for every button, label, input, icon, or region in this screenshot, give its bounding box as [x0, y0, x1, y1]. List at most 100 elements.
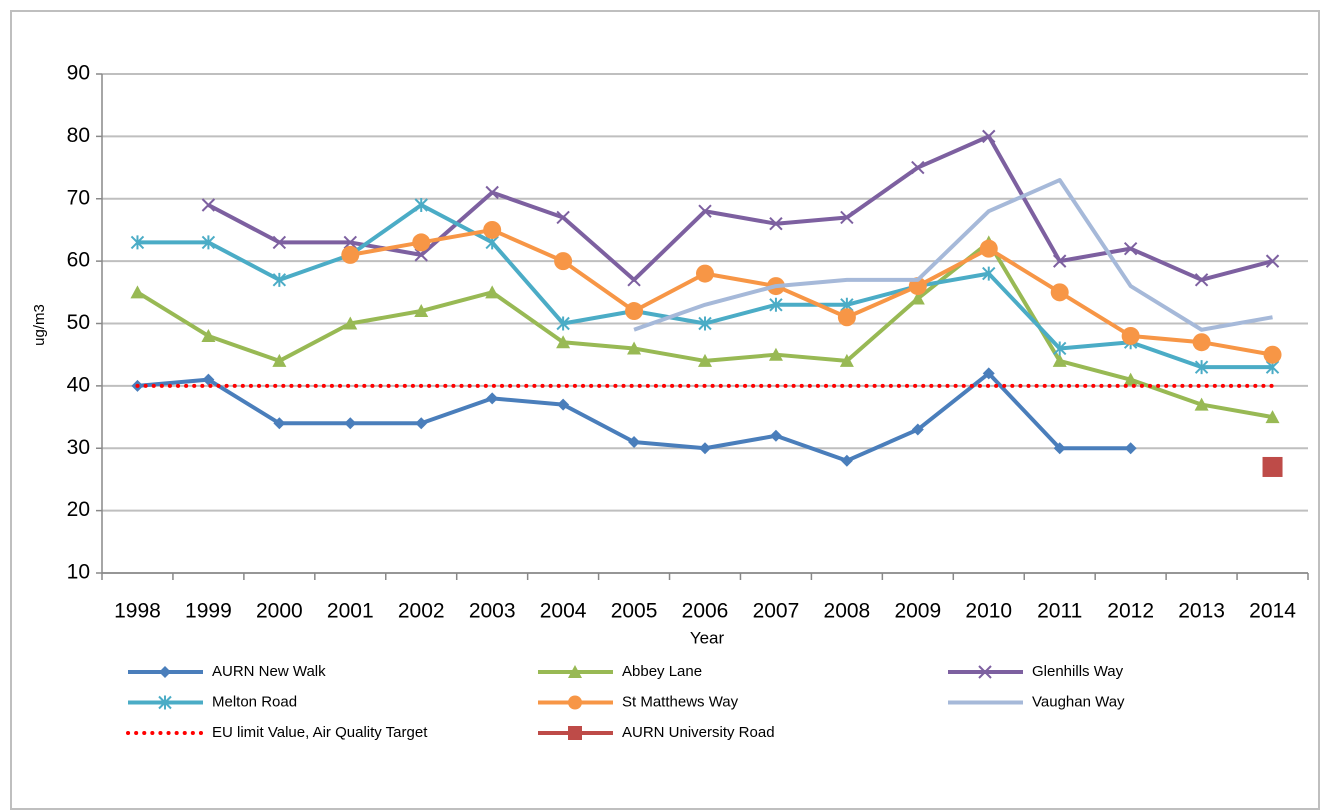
y-tick-label: 30	[67, 436, 90, 459]
x-axis-label: Year	[690, 628, 725, 647]
marker	[768, 347, 783, 361]
marker	[1194, 273, 1209, 287]
marker	[1053, 341, 1067, 356]
x-tick-label: 2010	[965, 600, 1012, 623]
marker	[130, 235, 145, 250]
marker	[1263, 345, 1282, 364]
legend-marker	[978, 665, 992, 679]
marker	[273, 417, 286, 430]
legend-marker	[158, 695, 172, 710]
marker	[201, 235, 216, 250]
legend-label: Glenhills Way	[1032, 663, 1124, 680]
marker	[979, 239, 998, 258]
marker	[272, 235, 287, 250]
x-tick-label: 2006	[682, 600, 729, 623]
marker	[1265, 254, 1280, 268]
y-tick-label: 20	[67, 498, 90, 521]
marker	[272, 272, 287, 287]
marker	[982, 266, 996, 281]
marker	[840, 454, 853, 467]
marker	[769, 429, 782, 442]
x-tick-label: 2008	[824, 600, 871, 623]
series-line	[349, 227, 1273, 357]
legend-label: AURN New Walk	[212, 663, 326, 680]
y-tick-label: 80	[67, 124, 90, 147]
x-tick-label: 2012	[1107, 600, 1154, 623]
marker	[1262, 456, 1283, 477]
marker	[556, 316, 570, 331]
x-tick-label: 2001	[327, 600, 374, 623]
marker	[202, 373, 215, 386]
marker	[1052, 353, 1067, 367]
legend-label: St Matthews Way	[622, 693, 739, 710]
x-tick-label: 2011	[1037, 600, 1082, 623]
x-tick-label: 2003	[469, 600, 516, 623]
y-tick-label: 10	[67, 561, 90, 584]
legend-label: Abbey Lane	[622, 663, 702, 680]
y-tick-label: 90	[67, 62, 90, 85]
y-tick-label: 60	[67, 249, 90, 272]
x-tick-label: 2014	[1249, 600, 1296, 623]
marker	[130, 285, 145, 299]
x-tick-label: 2009	[894, 600, 941, 623]
marker	[341, 245, 360, 264]
marker	[982, 367, 995, 380]
marker	[627, 341, 642, 355]
marker	[625, 302, 644, 321]
marker	[696, 264, 714, 283]
legend-marker	[568, 695, 582, 710]
legend-label: AURN University Road	[622, 724, 775, 741]
marker	[698, 353, 712, 367]
x-tick-label: 2013	[1178, 600, 1225, 623]
marker	[343, 235, 358, 250]
marker	[839, 353, 854, 367]
x-tick-label: 2004	[540, 600, 587, 623]
marker	[1123, 241, 1138, 256]
marker	[698, 204, 712, 218]
marker	[1121, 326, 1140, 345]
marker	[698, 316, 712, 331]
marker	[272, 353, 287, 367]
marker	[837, 308, 856, 327]
marker	[1194, 397, 1209, 411]
marker	[485, 285, 500, 299]
marker	[201, 198, 216, 212]
chart-frame	[10, 10, 1320, 810]
marker	[911, 423, 924, 436]
y-tick-label: 70	[67, 186, 90, 209]
marker	[628, 436, 641, 449]
marker	[557, 398, 570, 411]
legend-marker	[568, 726, 582, 740]
marker	[1050, 283, 1069, 302]
marker	[344, 417, 357, 430]
marker	[1053, 442, 1066, 455]
marker	[483, 220, 502, 239]
y-tick-label: 50	[67, 311, 90, 334]
marker	[1053, 254, 1067, 268]
legend-marker	[159, 666, 171, 678]
marker	[1192, 333, 1211, 352]
marker	[414, 248, 428, 262]
x-tick-label: 1998	[114, 600, 161, 623]
marker	[1124, 442, 1137, 455]
x-tick-label: 2005	[611, 600, 658, 623]
marker	[769, 216, 783, 231]
x-tick-label: 2007	[753, 600, 800, 623]
legend-label: Melton Road	[212, 693, 297, 710]
marker	[485, 185, 499, 200]
legend-label: EU limit Value, Air Quality Target	[212, 724, 428, 741]
y-axis-label: ug/m3	[31, 304, 48, 346]
x-tick-label: 2002	[398, 600, 445, 623]
legend-label: Vaughan Way	[1032, 693, 1125, 710]
marker	[556, 335, 571, 349]
marker	[627, 273, 641, 287]
marker	[201, 328, 216, 342]
marker	[556, 210, 570, 225]
legend-marker	[568, 665, 582, 678]
marker	[414, 197, 428, 212]
marker	[1265, 410, 1280, 424]
marker	[412, 233, 431, 252]
marker	[1123, 372, 1138, 386]
marker	[982, 129, 996, 144]
